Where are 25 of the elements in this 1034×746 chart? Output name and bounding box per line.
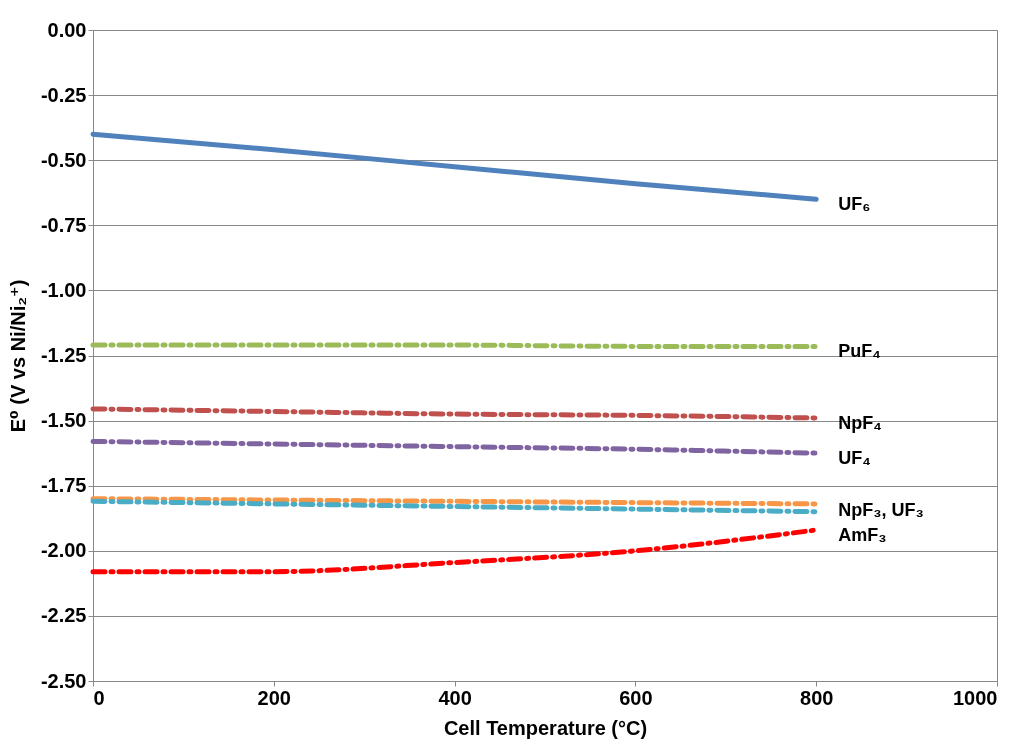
y-tick-label: -2.50 [40,669,87,692]
y-axis-title: E⁰ (V vs Ni/Ni₂⁺) [6,279,29,433]
y-tick-label: -1.25 [40,344,87,366]
y-tick-label: -1.75 [40,474,87,497]
series-label: PuF₄ [838,341,881,362]
x-tick-label: 200 [257,686,291,709]
y-tick-label: -0.25 [40,83,87,106]
series-label: UF₄ [838,448,871,469]
series-label: AmF₃ [838,524,887,545]
y-tick-label: -0.50 [40,148,87,171]
x-tick-label: 600 [619,686,653,709]
annotation: NpF₃, UF₃ [838,499,924,520]
x-tick-label: 0 [93,686,105,709]
y-tick-label: -1.00 [40,278,87,301]
y-tick-label: -2.25 [40,604,87,627]
x-tick-label: 400 [438,686,472,709]
y-tick-label: -2.00 [40,539,87,562]
x-axis-title: Cell Temperature (°C) [443,716,648,739]
series-label: NpF₄ [838,413,882,433]
series-label: UF₆ [838,194,871,215]
y-tick-label: -1.50 [40,409,87,432]
y-tick-label: 0.00 [47,18,87,41]
x-tick-label: 800 [800,686,834,709]
x-tick-label: 1000 [953,686,998,709]
y-tick-label: -0.75 [40,213,87,236]
